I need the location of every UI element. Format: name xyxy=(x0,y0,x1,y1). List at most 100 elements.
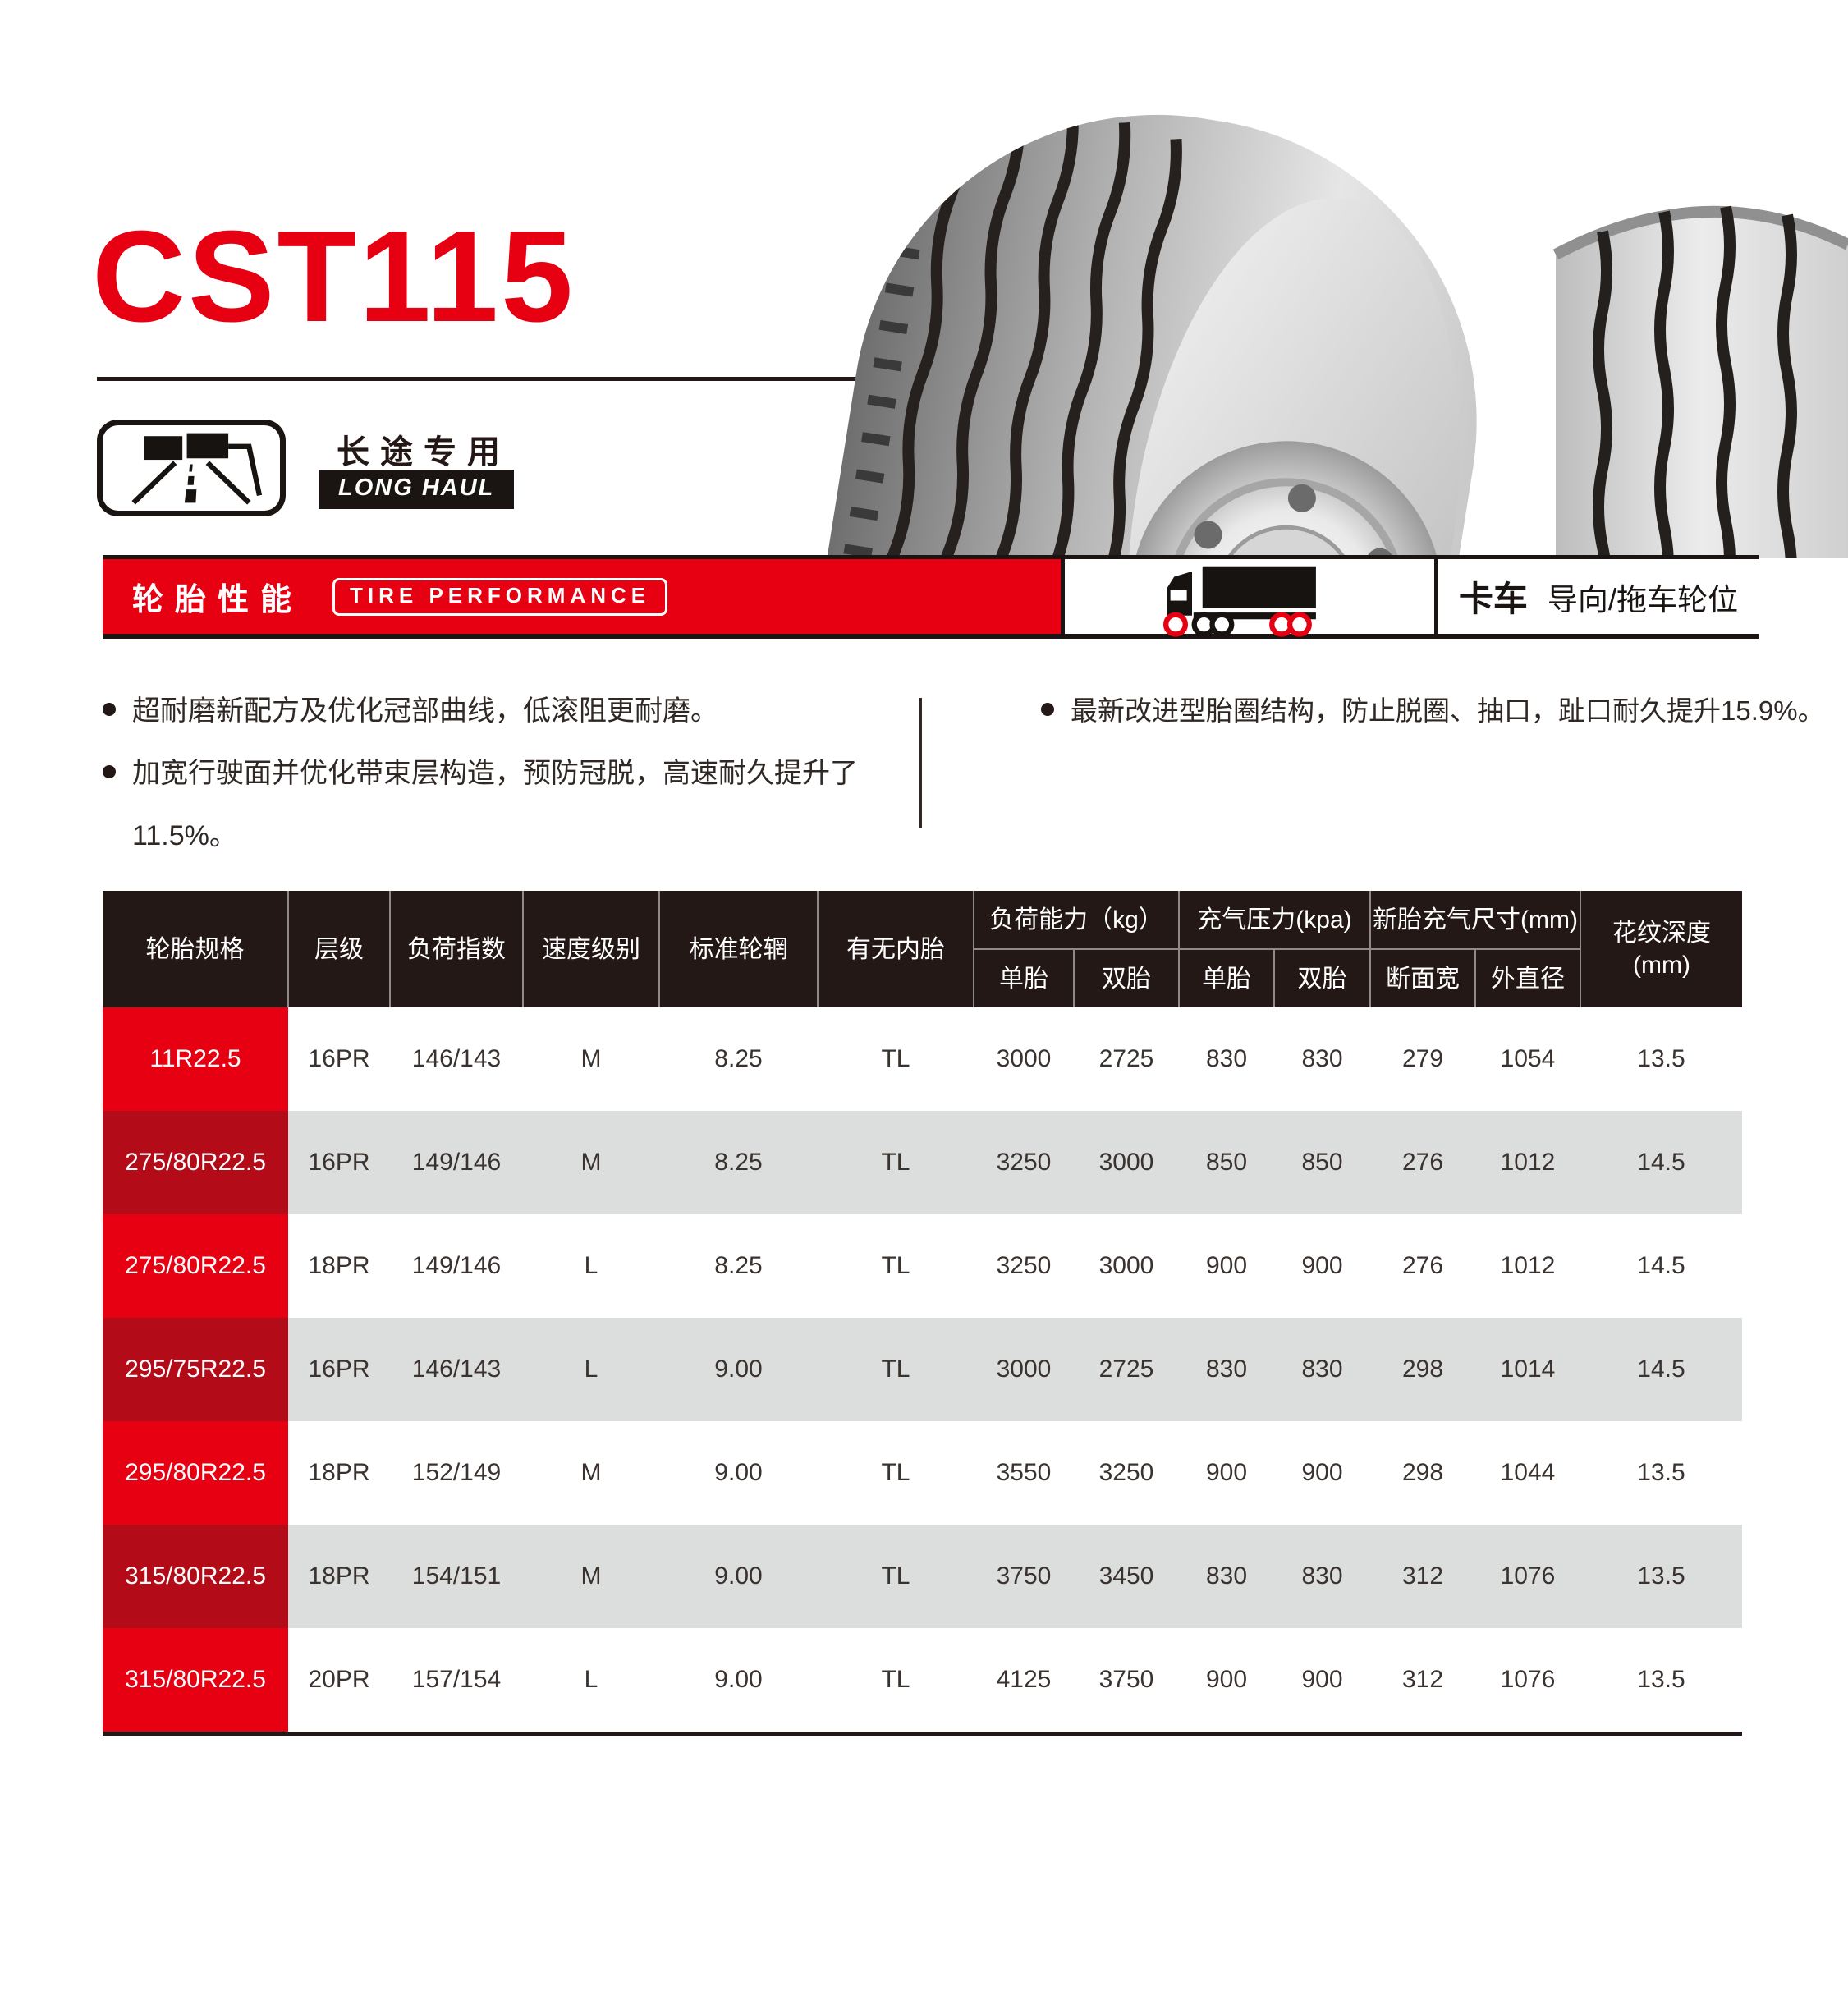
table-cell: 157/154 xyxy=(411,1666,502,1693)
spec-cell: 315/80R22.5 xyxy=(103,1525,288,1628)
tire-product-image xyxy=(805,107,1848,920)
table-cell: 900 xyxy=(1205,1666,1248,1693)
tire-tread-view xyxy=(1552,207,1848,558)
spec-cell: 295/80R22.5 xyxy=(103,1421,288,1525)
table-cell: TL xyxy=(881,1356,910,1383)
table-cell: 276 xyxy=(1401,1149,1444,1176)
table-cell: 850 xyxy=(1301,1149,1343,1176)
banner-wheel-position-cell: 卡车 导向/拖车轮位 xyxy=(1438,559,1759,634)
tire-spec-table: 轮胎规格 层级 负荷指数 速度级别 标准轮辋 有无内胎 负荷能力（kg） 充气压… xyxy=(103,891,1742,1736)
spec-cell: 275/80R22.5 xyxy=(103,1214,288,1318)
table-cell: 149/146 xyxy=(411,1149,502,1176)
table-cell: 9.00 xyxy=(714,1666,763,1693)
table-cell: 1076 xyxy=(1500,1562,1556,1590)
table-cell: 13.5 xyxy=(1637,1562,1685,1590)
feature-text: 加宽行驶面并优化带束层构造，预防冠脱，高速耐久提升了 xyxy=(132,758,858,789)
category-label-en: LONG HAUL xyxy=(319,470,515,509)
tire-photo-graphic xyxy=(806,107,1848,920)
banner-red-bar: 轮胎性能 TIRE PERFORMANCE xyxy=(103,559,1061,634)
table-cell: TL xyxy=(881,1666,910,1693)
table-cell: M xyxy=(580,1149,602,1176)
table-cell: 2725 xyxy=(1098,1045,1154,1072)
table-cell: 16PR xyxy=(308,1356,370,1383)
table-cell: 3000 xyxy=(996,1356,1052,1383)
table-cell: 149/146 xyxy=(411,1252,502,1279)
table-cell: L xyxy=(584,1356,598,1383)
feature-column-divider xyxy=(919,698,922,828)
table-header-row-groups: 轮胎规格 层级 负荷指数 速度级别 标准轮辋 有无内胎 负荷能力（kg） 充气压… xyxy=(103,891,1742,1007)
table-cell: 14.5 xyxy=(1637,1149,1685,1176)
table-cell: 13.5 xyxy=(1637,1045,1685,1072)
table-cell: 3000 xyxy=(996,1045,1052,1072)
feature-text: 11.5%。 xyxy=(132,820,237,851)
table-cell: TL xyxy=(881,1459,910,1486)
table-row: 11R22.5 16PR 146/143 M 8.25 TL 3000 2725 830 830 2… xyxy=(103,1007,1742,1111)
table-cell: TL xyxy=(881,1045,910,1072)
table-row: 295/75R22.5 16PR 146/143 L 9.00 TL 3000 2725 830… xyxy=(103,1318,1742,1421)
spec-cell: 11R22.5 xyxy=(103,1007,288,1111)
table-cell: 3250 xyxy=(1098,1459,1154,1486)
feature-text: 最新改进型胎圈结构，防止脱圈、抽口，趾口耐久提升15.9%。 xyxy=(1071,695,1825,726)
banner-title-en: TIRE PERFORMANCE xyxy=(332,577,668,616)
table-cell: 13.5 xyxy=(1637,1459,1685,1486)
table-row: 275/80R22.5 16PR 149/146 M 8.25 TL 3250 3000 850… xyxy=(103,1111,1742,1214)
table-cell: 4125 xyxy=(996,1666,1052,1693)
table-cell: 16PR xyxy=(308,1045,370,1072)
table-cell: 13.5 xyxy=(1637,1666,1685,1693)
table-row: 275/80R22.5 18PR 149/146 L 8.25 TL 3250 3000 900… xyxy=(103,1214,1742,1318)
col-header-outer-diameter: 外直径 xyxy=(1474,948,1581,1007)
feature-text: 超耐磨新配方及优化冠部曲线，低滚阻更耐磨。 xyxy=(132,695,718,727)
table-cell: 900 xyxy=(1301,1666,1343,1693)
bullet-dot-icon xyxy=(103,765,116,778)
table-header: 轮胎规格 层级 负荷指数 速度级别 标准轮辋 有无内胎 负荷能力（kg） 充气压… xyxy=(103,891,1742,1007)
table-cell: 830 xyxy=(1301,1562,1343,1590)
spec-cell: 275/80R22.5 xyxy=(103,1111,288,1214)
table-cell: 3250 xyxy=(996,1149,1052,1176)
feature-item-continuation: 11.5%。 xyxy=(132,816,237,856)
table-cell: 8.25 xyxy=(714,1252,763,1279)
table-cell: M xyxy=(580,1045,602,1072)
vehicle-type-label: 卡车 xyxy=(1458,580,1528,618)
table-header-row-subs: 单胎 双胎 单胎 双胎 断面宽 外直径 xyxy=(103,948,1742,1007)
tire-side-view xyxy=(806,107,1477,920)
table-cell: TL xyxy=(881,1252,910,1279)
table-cell: 3000 xyxy=(1098,1149,1154,1176)
category-label-cn: 长途专用 xyxy=(337,434,511,470)
tire-performance-banner: 轮胎性能 TIRE PERFORMANCE xyxy=(103,555,1759,639)
table-cell: TL xyxy=(881,1149,910,1176)
col-header-pressure-dual: 双胎 xyxy=(1273,948,1371,1007)
table-cell: 298 xyxy=(1401,1459,1444,1486)
table-cell: 850 xyxy=(1205,1149,1248,1176)
table-cell: 1014 xyxy=(1500,1356,1556,1383)
table-row: 315/80R22.5 18PR 154/151 M 9.00 TL 3750 3450 830… xyxy=(103,1525,1742,1628)
col-header-pressure-single: 单胎 xyxy=(1178,948,1275,1007)
table-cell: 152/149 xyxy=(411,1459,502,1486)
bullet-dot-icon xyxy=(103,703,116,716)
table-cell: 14.5 xyxy=(1637,1252,1685,1279)
bullet-dot-icon xyxy=(1041,703,1054,716)
table-cell: L xyxy=(584,1252,598,1279)
truck-silhouette-icon xyxy=(1163,566,1316,637)
table-cell: 1076 xyxy=(1500,1666,1556,1693)
table-row: 315/80R22.5 20PR 157/154 L 9.00 TL 4125 3750 900… xyxy=(103,1628,1742,1734)
table-cell: 3750 xyxy=(996,1562,1052,1590)
table-cell: 830 xyxy=(1205,1562,1248,1590)
table-cell: 3250 xyxy=(996,1252,1052,1279)
table-cell: 146/143 xyxy=(411,1045,502,1072)
table-cell: 900 xyxy=(1205,1252,1248,1279)
table-cell: 1012 xyxy=(1500,1252,1556,1279)
page-title: CST115 xyxy=(92,204,575,349)
spec-cell: 315/80R22.5 xyxy=(103,1628,288,1734)
banner-title-cn: 轮胎性能 xyxy=(132,583,304,617)
table-cell: 18PR xyxy=(308,1562,370,1590)
table-cell: 3750 xyxy=(1098,1666,1154,1693)
table-cell: 2725 xyxy=(1098,1356,1154,1383)
table-cell: 312 xyxy=(1401,1562,1444,1590)
long-haul-road-icon xyxy=(97,420,286,516)
table-cell: L xyxy=(584,1666,598,1693)
table-cell: 146/143 xyxy=(411,1356,502,1383)
feature-list: 超耐磨新配方及优化冠部曲线，低滚阻更耐磨。 加宽行驶面并优化带束层构造，预防冠脱… xyxy=(103,691,1827,872)
table-cell: 18PR xyxy=(308,1459,370,1486)
table-cell: 279 xyxy=(1401,1045,1444,1072)
